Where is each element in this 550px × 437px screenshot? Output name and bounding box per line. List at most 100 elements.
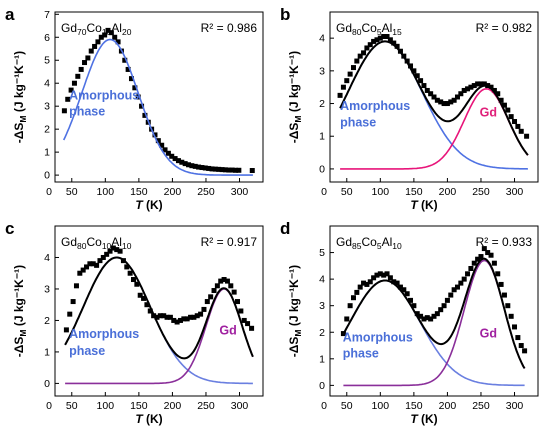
data-point — [344, 316, 350, 322]
y-tick-label: 3 — [44, 283, 50, 295]
y-axis-label-part: M — [18, 115, 28, 122]
data-point — [357, 53, 363, 59]
fit-amorphous-curve — [62, 38, 253, 176]
data-point — [401, 287, 407, 293]
data-point — [478, 81, 484, 87]
data-point — [384, 34, 390, 40]
data-point — [226, 167, 232, 173]
data-point — [172, 156, 178, 162]
composition-subscript: 20 — [122, 27, 132, 37]
data-point — [179, 159, 185, 165]
y-tick-label: 1 — [44, 147, 50, 159]
x-tick-label: 50 — [66, 186, 78, 198]
data-point — [512, 119, 518, 125]
data-point — [515, 335, 521, 341]
data-point — [110, 245, 116, 251]
data-point — [434, 311, 440, 317]
data-point — [192, 163, 198, 169]
data-point — [361, 50, 367, 56]
y-tick-label: 4 — [44, 78, 50, 90]
data-point — [377, 35, 383, 41]
data-point — [481, 246, 487, 252]
data-point — [77, 270, 83, 276]
annotation-label: phase — [343, 346, 379, 360]
data-point — [340, 84, 346, 90]
data-point — [104, 251, 110, 257]
y-tick-label: 0 — [44, 378, 50, 390]
data-point — [361, 280, 367, 286]
data-point — [186, 162, 192, 168]
data-point — [367, 42, 373, 48]
composition-label: Gd70Co10Al20 — [61, 21, 132, 37]
data-point — [132, 85, 138, 91]
y-axis-label: -ΔSM (J kg⁻¹K⁻¹) — [12, 265, 28, 357]
data-point — [155, 138, 161, 144]
data-point — [394, 280, 400, 286]
plot-frame — [329, 225, 539, 397]
plot-frame — [329, 11, 539, 183]
plot-area — [61, 27, 255, 176]
data-point — [438, 99, 444, 105]
data-point — [461, 276, 467, 282]
data-point — [441, 101, 447, 107]
data-point — [214, 283, 220, 289]
y-tick-label: 3 — [44, 101, 50, 113]
x-tick-label: 0 — [321, 400, 327, 412]
x-axis-unit: (K) — [143, 198, 163, 212]
y-axis-label-part: (J kg⁻¹K⁻¹) — [287, 265, 301, 330]
data-point — [236, 167, 242, 173]
x-tick-label: 250 — [472, 400, 490, 412]
data-point — [199, 165, 205, 171]
data-point — [189, 163, 195, 169]
panel-label: a — [5, 5, 15, 24]
data-point — [154, 314, 160, 320]
data-point — [495, 91, 501, 97]
data-point — [61, 108, 67, 114]
data-point — [63, 327, 69, 333]
y-axis-label: -ΔSM (J kg⁻¹K⁻¹) — [287, 265, 303, 357]
data-point — [131, 277, 137, 283]
data-point — [209, 166, 215, 172]
x-tick-label: 50 — [66, 400, 78, 412]
data-point — [498, 97, 504, 103]
data-point — [414, 73, 420, 79]
composition-element: Al — [382, 21, 393, 35]
data-point — [524, 133, 530, 139]
x-tick-label: 300 — [506, 186, 524, 198]
data-point — [127, 270, 133, 276]
data-point — [397, 284, 403, 290]
data-point — [222, 167, 228, 173]
data-point — [201, 306, 207, 312]
data-point — [181, 316, 187, 322]
plot-frame — [54, 11, 264, 183]
data-point — [387, 275, 393, 281]
y-tick-label: 5 — [319, 247, 325, 259]
data-point — [387, 37, 393, 43]
y-tick-label: 7 — [44, 9, 50, 21]
data-point — [137, 292, 143, 298]
data-point — [245, 321, 251, 327]
plot-area — [340, 246, 528, 387]
data-point — [98, 34, 104, 40]
data-point — [441, 303, 447, 309]
x-tick-label: 300 — [506, 400, 524, 412]
data-point — [105, 27, 111, 33]
x-tick-label: 200 — [164, 186, 182, 198]
data-point — [102, 32, 108, 38]
data-point — [135, 94, 141, 100]
data-point — [495, 271, 501, 277]
data-point — [144, 302, 150, 308]
data-point — [408, 297, 414, 303]
y-axis-label-part: (J kg⁻¹K⁻¹) — [287, 51, 301, 116]
data-point — [159, 142, 165, 148]
data-point — [491, 260, 497, 266]
data-point — [347, 303, 353, 309]
data-point — [505, 303, 511, 309]
data-point — [381, 34, 387, 40]
data-point — [451, 97, 457, 103]
data-point — [157, 313, 163, 319]
y-axis-label: -ΔSM (J kg⁻¹K⁻¹) — [287, 51, 303, 143]
data-point — [182, 161, 188, 167]
